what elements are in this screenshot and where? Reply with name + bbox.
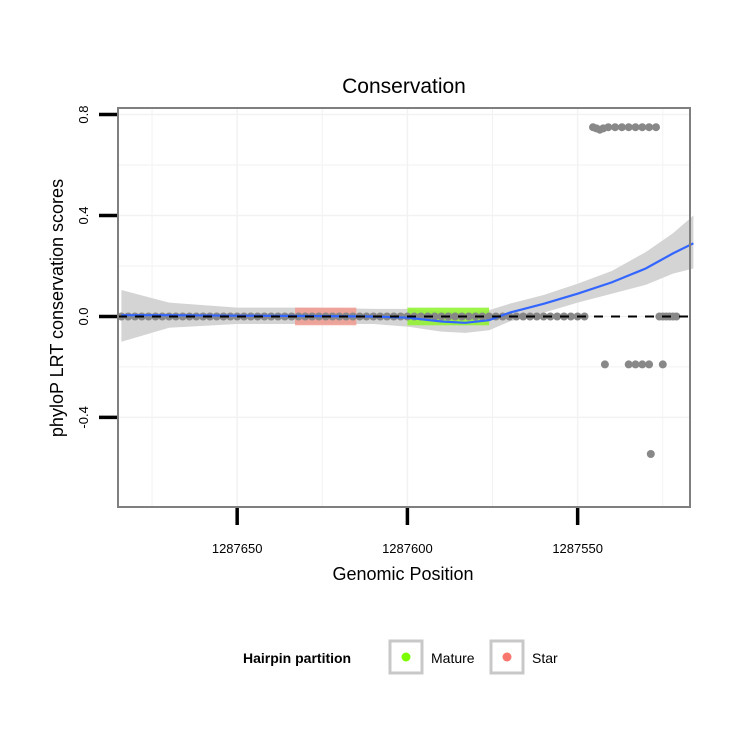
x-axis: 1287650 1287600 1287550 bbox=[212, 508, 603, 556]
point-other-73 bbox=[646, 450, 655, 458]
legend-label-mature: Mature bbox=[431, 650, 475, 666]
y-tick-label-3: -0.4 bbox=[76, 406, 91, 428]
point-other-39 bbox=[519, 312, 528, 321]
point-other-60 bbox=[611, 123, 620, 132]
x-tick-label-2: 1287550 bbox=[552, 541, 603, 556]
point-other-41 bbox=[532, 312, 541, 321]
y-tick-label-1: 0.4 bbox=[76, 206, 91, 224]
ribbon-area bbox=[121, 215, 694, 342]
y-tick-label-0: 0.8 bbox=[76, 106, 91, 124]
point-other-4 bbox=[144, 312, 153, 321]
point-mature-2 bbox=[430, 312, 439, 321]
point-other-69 bbox=[631, 360, 640, 369]
point-other-64 bbox=[638, 123, 647, 132]
legend-dot-star bbox=[502, 652, 512, 662]
chart-title: Conservation bbox=[342, 75, 466, 98]
point-other-44 bbox=[553, 312, 562, 321]
point-other-61 bbox=[617, 123, 626, 132]
point-other-65 bbox=[645, 123, 654, 132]
point-other-68 bbox=[624, 360, 633, 369]
legend-label-star: Star bbox=[532, 650, 558, 666]
point-other-71 bbox=[645, 360, 654, 369]
point-mature-7 bbox=[464, 312, 473, 321]
point-other-70 bbox=[638, 360, 647, 369]
panel-border bbox=[117, 107, 691, 508]
legend: Hairpin partition Mature Star bbox=[243, 639, 558, 675]
x-tick-label-1: 1287600 bbox=[382, 541, 433, 556]
y-tick-label-2: 0.0 bbox=[76, 307, 91, 325]
legend-dot-mature bbox=[401, 652, 411, 662]
point-mature-5 bbox=[451, 312, 460, 321]
point-other-59 bbox=[604, 123, 613, 132]
point-other-63 bbox=[631, 123, 640, 132]
point-other-72 bbox=[658, 360, 667, 369]
point-other-66 bbox=[652, 123, 660, 132]
y-axis-label: phyloP LRT conservation scores bbox=[47, 179, 67, 437]
x-axis-label: Genomic Position bbox=[332, 564, 473, 584]
y-axis: 0.8 0.4 0.0 -0.4 bbox=[76, 106, 117, 429]
point-other-67 bbox=[600, 360, 609, 369]
point-other-62 bbox=[624, 123, 633, 132]
x-tick-label-0: 1287650 bbox=[212, 541, 263, 556]
point-other-46 bbox=[566, 312, 575, 321]
legend-title: Hairpin partition bbox=[243, 650, 351, 666]
point-other-54 bbox=[672, 312, 681, 321]
